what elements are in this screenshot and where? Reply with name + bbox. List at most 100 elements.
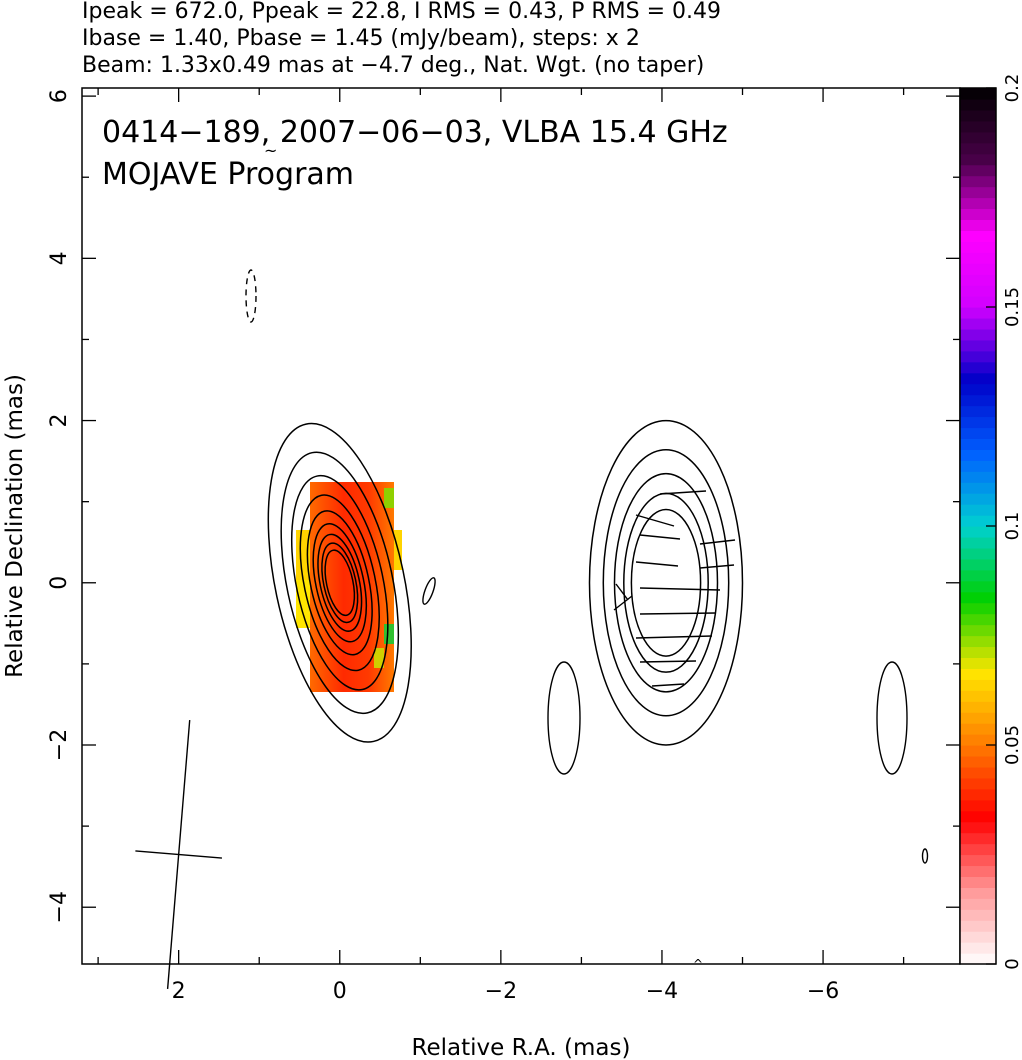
- colorbar-step: [960, 252, 996, 264]
- colorbar-frame: [959, 87, 997, 965]
- contour-core-3: [290, 474, 389, 691]
- polarization-vectors: [613, 490, 736, 687]
- header-line-3: Beam: 1.33x0.49 mas at −4.7 deg., Nat. W…: [82, 53, 704, 78]
- x-tick-label: −2: [485, 979, 517, 1004]
- colorbar-step: [960, 865, 996, 877]
- colorbar-step: [960, 810, 996, 823]
- colorbar-step: [960, 142, 996, 155]
- beam-minor-axis: [135, 850, 222, 859]
- contour-jet-2: [602, 449, 730, 717]
- contour-core-8: [321, 542, 359, 624]
- colorbar-step: [960, 120, 996, 133]
- colorbar-step: [960, 536, 996, 549]
- colorbar-step: [960, 383, 996, 396]
- colorbar-step: [960, 635, 996, 648]
- colorbar-step: [960, 328, 996, 341]
- colorbar-step: [960, 219, 996, 231]
- colorbar-step: [960, 745, 996, 757]
- colorbar-step: [960, 394, 996, 407]
- colorbar-tick-label: 0.2: [1002, 74, 1022, 103]
- colorbar-step: [960, 175, 996, 188]
- colorbar-step: [960, 690, 996, 702]
- colorbar-step: [960, 285, 996, 297]
- colorbar-step: [960, 263, 996, 275]
- colorbar-step: [960, 602, 996, 615]
- colorbar-step: [960, 361, 996, 374]
- bottom-mark: ^: [693, 957, 703, 971]
- minor-contours: [245, 269, 929, 864]
- colorbar-step: [960, 766, 996, 779]
- plot-frame: [81, 87, 961, 965]
- x-tick-label: 2: [172, 979, 186, 1004]
- colorbar-step: [960, 942, 996, 954]
- colorbar-step: [960, 591, 996, 604]
- beam-marker: [135, 720, 222, 989]
- colorbar-step: [960, 317, 996, 330]
- colorbar-step: [960, 953, 996, 965]
- colorbar-step: [960, 788, 996, 801]
- y-tick-label: −2: [47, 729, 72, 761]
- colorbar-step: [960, 515, 996, 527]
- colorbar-step: [960, 547, 996, 560]
- colorbar-step: [960, 350, 996, 363]
- colorbar-step: [960, 493, 996, 505]
- beam-cross: [135, 720, 222, 989]
- colorbar-step: [960, 131, 996, 144]
- colorbar-step: [960, 164, 996, 177]
- colorbar-step: [960, 679, 996, 691]
- colorbar-tick-label: 0.15: [1002, 287, 1022, 327]
- colorbar-step: [960, 438, 996, 450]
- colorbar-step: [960, 920, 996, 932]
- colorbar-step: [960, 241, 996, 253]
- y-tick-label: −4: [47, 891, 72, 923]
- contour-core-1: [267, 422, 412, 743]
- colorbar-step: [960, 799, 996, 812]
- colorbar-step: [960, 734, 996, 746]
- colorbar-step: [960, 208, 996, 220]
- contour-core-7: [317, 533, 363, 632]
- y-axis-label: Relative Declination (mas): [2, 374, 28, 678]
- colorbar-tick-label: 0.1: [1002, 512, 1022, 541]
- y-tick-label: 0: [47, 576, 72, 590]
- colorbar-tick-label: 0: [1002, 958, 1022, 969]
- colorbar-step: [960, 843, 996, 856]
- colorbar-step: [960, 931, 996, 943]
- colorbar-step: [960, 712, 996, 724]
- contour-core-5: [306, 510, 373, 656]
- colorbar-step: [960, 109, 996, 122]
- colorbar-step: [960, 197, 996, 210]
- colorbar-step: [960, 186, 996, 199]
- colorbar-step: [960, 339, 996, 352]
- contour-jet-4: [623, 492, 709, 673]
- colorbar-step: [960, 482, 996, 494]
- colorbar-step: [960, 558, 996, 571]
- colorbar-step: [960, 307, 996, 319]
- x-tick-label: 0: [333, 979, 347, 1004]
- colorbar-step: [960, 646, 996, 658]
- small-mark: ~: [264, 141, 277, 160]
- intensity-contours: [267, 419, 744, 746]
- y-tick-label: 4: [47, 251, 72, 265]
- y-tick-label: 6: [47, 89, 72, 103]
- colorbar-step: [960, 887, 996, 899]
- source-title: 0414−189, 2007−06−03, VLBA 15.4 GHz: [102, 115, 728, 150]
- contour-jet-3: [613, 472, 719, 693]
- colorbar-step: [960, 777, 996, 790]
- colorbar-step: [960, 372, 996, 385]
- colorbar-step: [960, 876, 996, 888]
- colorbar-step: [960, 427, 996, 439]
- colorbar-tick-label: 0.05: [1002, 725, 1022, 765]
- x-tick-label: −4: [646, 979, 678, 1004]
- colorbar-step: [960, 416, 996, 429]
- colorbar-step: [960, 580, 996, 593]
- contour-jet-5: [630, 508, 702, 657]
- colorbar-step: [960, 624, 996, 637]
- colorbar-step: [960, 701, 996, 713]
- colorbar-step: [960, 909, 996, 921]
- contour-core-2: [280, 451, 400, 715]
- colorbar-step: [960, 854, 996, 867]
- colorbar-step: [960, 755, 996, 768]
- colorbar-step: [960, 449, 996, 461]
- x-tick-label: −6: [807, 979, 839, 1004]
